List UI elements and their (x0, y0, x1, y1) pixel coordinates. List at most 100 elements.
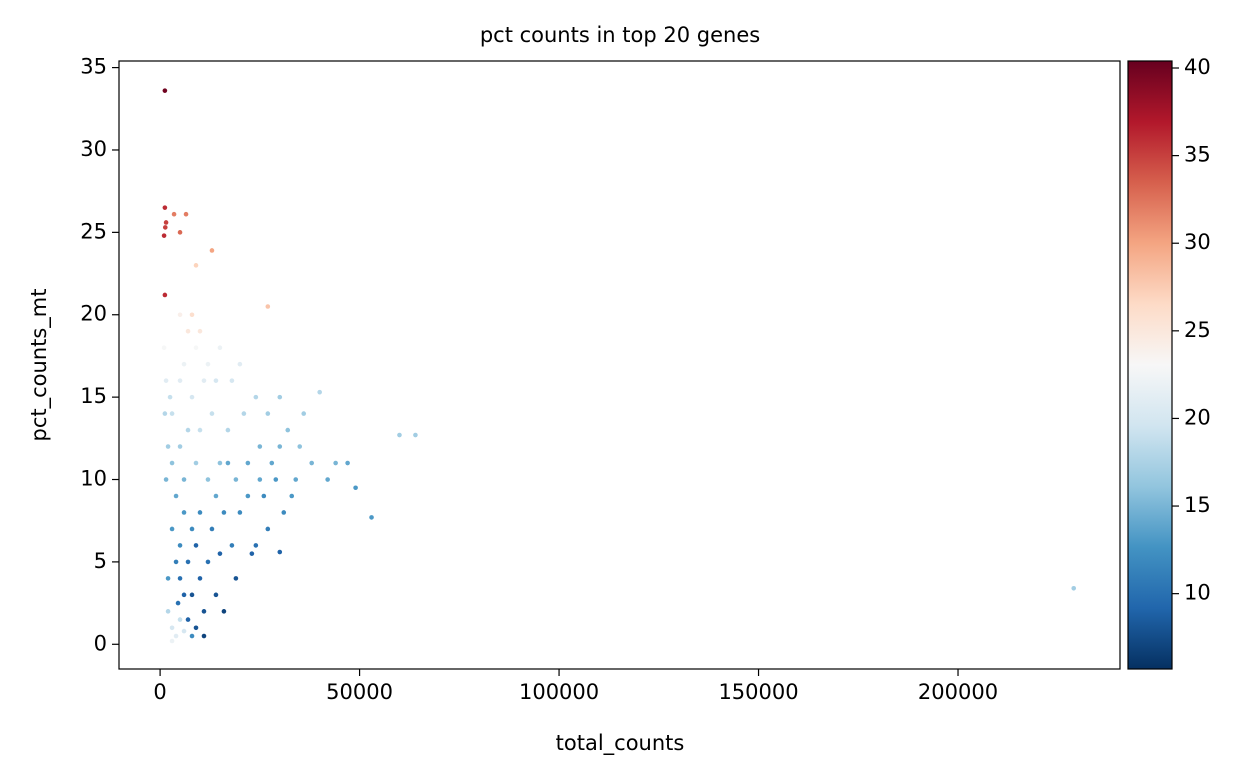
y-tick-label: 35 (80, 55, 107, 79)
point (261, 493, 267, 499)
point (397, 432, 402, 438)
point (173, 633, 179, 639)
point (209, 411, 215, 416)
point (413, 432, 418, 438)
point (257, 444, 263, 449)
point (177, 576, 183, 581)
point (209, 248, 215, 253)
point (167, 394, 173, 400)
point (181, 592, 187, 598)
y-tick-label: 5 (94, 549, 107, 573)
point (177, 230, 183, 235)
point (175, 600, 181, 606)
point (162, 205, 168, 210)
point (189, 312, 195, 318)
point (245, 493, 251, 499)
point (217, 460, 223, 466)
point (201, 378, 207, 383)
point (193, 345, 199, 350)
colorbar-tick-label: 20 (1184, 405, 1211, 429)
chart-title: pct counts in top 20 genes (480, 23, 760, 47)
point (345, 460, 350, 466)
point (205, 361, 211, 367)
point (221, 510, 227, 515)
y-tick-label: 20 (80, 302, 107, 326)
point (165, 576, 171, 581)
point (193, 625, 199, 631)
point (245, 460, 251, 466)
point (162, 225, 168, 230)
point (185, 559, 191, 565)
point (165, 609, 171, 614)
y-axis-label: pct_counts_mt (27, 289, 52, 442)
point (241, 411, 247, 416)
point (277, 549, 283, 555)
point (171, 211, 177, 217)
point (162, 411, 168, 416)
point (193, 460, 199, 466)
point (193, 543, 199, 548)
point (257, 477, 263, 482)
point (177, 444, 183, 449)
point (317, 389, 322, 395)
point (217, 551, 223, 556)
y-tick-label: 10 (80, 467, 107, 491)
point (189, 526, 195, 532)
point (217, 345, 223, 350)
point (169, 526, 175, 532)
point (197, 427, 203, 433)
point (273, 477, 279, 482)
point (185, 617, 191, 622)
point (309, 460, 314, 466)
point (237, 510, 243, 515)
point (197, 576, 203, 581)
point (249, 551, 255, 556)
point (189, 592, 195, 598)
point (161, 345, 167, 350)
point (162, 292, 168, 298)
point (185, 328, 191, 334)
point (205, 477, 211, 482)
point (173, 559, 179, 565)
point (169, 625, 175, 631)
point (229, 378, 235, 383)
point (369, 515, 374, 520)
point (197, 328, 203, 334)
colorbar-tick-label: 15 (1184, 493, 1211, 517)
point (221, 609, 227, 614)
point (189, 394, 195, 400)
point (161, 233, 167, 238)
point (181, 510, 187, 515)
colorbar-tick-label: 25 (1184, 318, 1211, 342)
point (169, 460, 175, 466)
colorbar (1127, 60, 1173, 670)
point (265, 304, 271, 309)
x-tick-label: 50000 (326, 680, 393, 704)
point (301, 411, 307, 416)
point (181, 361, 187, 367)
x-axis-label: total_counts (556, 731, 685, 756)
point (181, 628, 187, 634)
point (177, 617, 183, 622)
point (163, 220, 169, 225)
point (281, 510, 287, 515)
x-tick-label: 0 (153, 680, 166, 704)
point (233, 477, 239, 482)
point (1071, 585, 1077, 591)
point (209, 526, 215, 532)
point (333, 460, 338, 466)
x-tick-label: 150000 (718, 680, 798, 704)
point (163, 477, 169, 482)
point (237, 361, 243, 367)
point (253, 394, 259, 400)
colorbar-tick-label: 30 (1184, 230, 1211, 254)
point (165, 444, 171, 449)
point (293, 477, 299, 482)
point (233, 576, 239, 581)
point (229, 543, 235, 548)
y-tick-label: 25 (80, 219, 107, 243)
point (225, 427, 231, 433)
point (205, 559, 211, 565)
point (353, 485, 358, 491)
